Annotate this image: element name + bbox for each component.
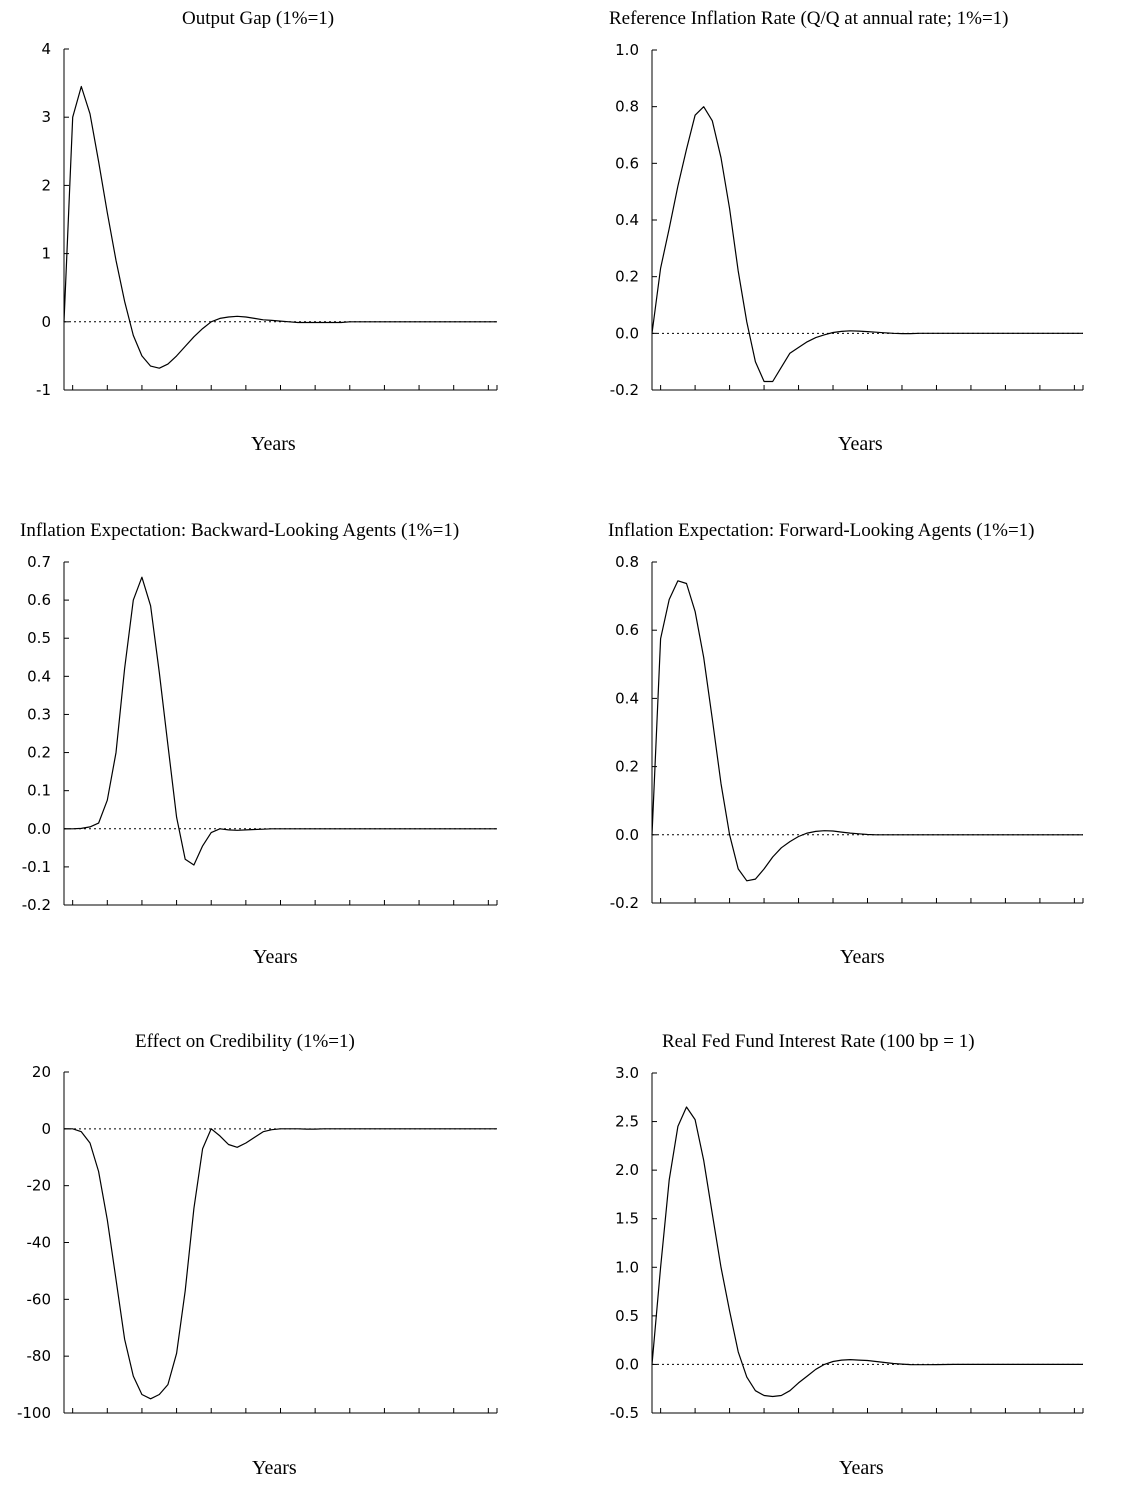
y-tick-label: 0.6 bbox=[615, 621, 639, 639]
series-line bbox=[651, 106, 1083, 383]
y-tick-label: 0.0 bbox=[615, 826, 639, 844]
y-tick-label: -0.2 bbox=[610, 894, 639, 912]
y-tick-label: 0.4 bbox=[615, 211, 639, 229]
y-tick-label: 0.0 bbox=[27, 820, 51, 838]
chart-title: Inflation Expectation: Forward-Looking A… bbox=[608, 520, 1035, 541]
series-line bbox=[651, 1106, 1083, 1398]
y-tick-label: 0.5 bbox=[615, 1307, 639, 1325]
x-axis-label: Years bbox=[251, 433, 296, 455]
chart-title: Real Fed Fund Interest Rate (100 bp = 1) bbox=[662, 1031, 975, 1052]
x-axis-label: Years bbox=[839, 1457, 884, 1479]
series-line bbox=[64, 576, 497, 866]
y-tick-label: -0.2 bbox=[22, 896, 51, 914]
x-axis-label: Years bbox=[838, 433, 883, 455]
y-tick-label: 3 bbox=[41, 108, 51, 126]
x-axis-label: Years bbox=[252, 1457, 297, 1479]
chart-title: Effect on Credibility (1%=1) bbox=[135, 1031, 355, 1052]
y-tick-label: 3.0 bbox=[615, 1064, 639, 1082]
y-tick-label: 4 bbox=[41, 40, 51, 58]
y-tick-label: -0.5 bbox=[610, 1404, 639, 1422]
x-axis-label: Years bbox=[840, 946, 885, 968]
y-tick-label: -100 bbox=[17, 1404, 51, 1422]
y-tick-label: 0 bbox=[41, 313, 51, 331]
y-tick-label: 1.0 bbox=[615, 1258, 639, 1276]
y-tick-label: 0.4 bbox=[27, 667, 51, 685]
y-tick-label: -0.1 bbox=[22, 858, 51, 876]
series-line bbox=[651, 580, 1083, 882]
y-tick-label: 0.2 bbox=[615, 758, 639, 776]
y-tick-label: 1.5 bbox=[615, 1210, 639, 1228]
y-tick-label: 0.5 bbox=[27, 629, 51, 647]
y-tick-label: 0.4 bbox=[615, 689, 639, 707]
y-tick-label: 0.0 bbox=[615, 1355, 639, 1373]
y-tick-label: 0.2 bbox=[615, 268, 639, 286]
y-tick-label: 0.7 bbox=[27, 553, 51, 571]
chart-title: Reference Inflation Rate (Q/Q at annual … bbox=[609, 8, 1009, 29]
y-tick-label: 2 bbox=[41, 176, 51, 194]
y-tick-label: -80 bbox=[27, 1347, 52, 1365]
y-tick-label: -0.2 bbox=[610, 381, 639, 399]
y-tick-label: -20 bbox=[27, 1177, 52, 1195]
y-tick-label: -40 bbox=[27, 1234, 52, 1252]
chart-title: Inflation Expectation: Backward-Looking … bbox=[20, 520, 460, 541]
y-tick-label: 0 bbox=[41, 1120, 51, 1138]
y-tick-label: 1.0 bbox=[615, 41, 639, 59]
y-tick-label: 0.8 bbox=[615, 553, 639, 571]
series-line bbox=[63, 85, 497, 369]
y-tick-label: 0.1 bbox=[27, 782, 51, 800]
y-tick-label: 20 bbox=[32, 1063, 51, 1081]
y-tick-label: 0.6 bbox=[615, 154, 639, 172]
y-tick-label: 1 bbox=[41, 245, 51, 263]
y-tick-label: -1 bbox=[36, 381, 51, 399]
y-tick-label: 2.0 bbox=[615, 1161, 639, 1179]
y-tick-label: 0.8 bbox=[615, 98, 639, 116]
series-line bbox=[64, 1128, 497, 1400]
y-tick-label: -60 bbox=[27, 1290, 52, 1308]
y-tick-label: 2.5 bbox=[615, 1113, 639, 1131]
y-tick-label: 0.3 bbox=[27, 705, 51, 723]
x-axis-label: Years bbox=[253, 946, 298, 968]
y-tick-label: 0.0 bbox=[615, 324, 639, 342]
chart-title: Output Gap (1%=1) bbox=[182, 8, 335, 29]
y-tick-label: 0.2 bbox=[27, 744, 51, 762]
y-tick-label: 0.6 bbox=[27, 591, 51, 609]
